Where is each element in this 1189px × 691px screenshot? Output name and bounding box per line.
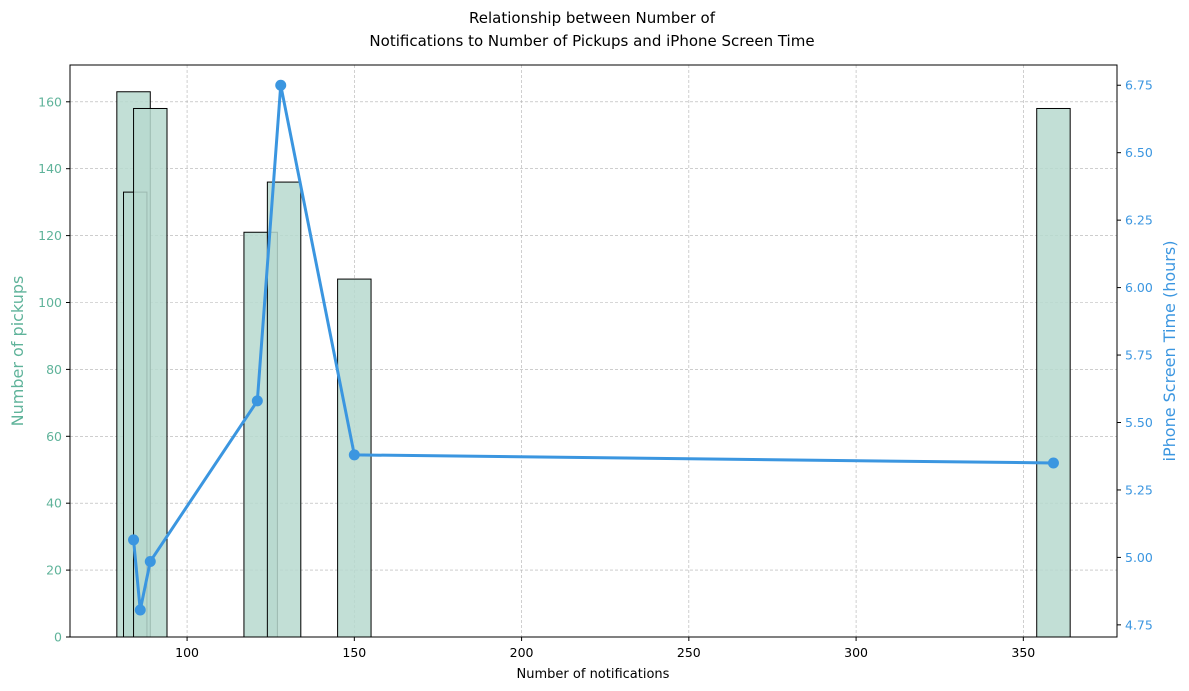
histogram-bar: [1036, 107, 1071, 638]
y-left-axis-ticks: 0 20 40 60 80 100 120 140 160: [38, 94, 70, 645]
x-tick-label: 100: [175, 645, 199, 660]
y-right-tick-label: 5.00: [1125, 550, 1153, 565]
y-left-tick-label: 20: [46, 563, 62, 578]
y-right-tick-label: 4.75: [1125, 617, 1153, 632]
y-left-tick-label: 160: [38, 94, 62, 109]
y-right-tick-label: 6.25: [1125, 213, 1153, 228]
chart-title-line-1: Relationship between Number of: [469, 9, 716, 27]
screen-time-line: [128, 79, 1059, 616]
y-left-axis-label: Number of pickups: [8, 276, 27, 427]
screen-time-point: [144, 555, 156, 567]
y-right-tick-label: 6.50: [1125, 145, 1153, 160]
x-tick-label: 250: [677, 645, 701, 660]
y-right-axis-ticks: 4.75 5.00 5.25 5.50 5.75 6.00 6.25 6.50 6.75: [1117, 78, 1153, 632]
y-left-tick-label: 80: [46, 362, 62, 377]
x-tick-label: 300: [844, 645, 868, 660]
y-left-tick-label: 100: [38, 295, 62, 310]
screen-time-point: [251, 395, 263, 407]
plot-frame: [69, 64, 1118, 638]
y-right-tick-label: 6.00: [1125, 280, 1153, 295]
grid: [70, 65, 1117, 638]
histogram-bar: [133, 107, 168, 638]
screen-time-point: [275, 79, 287, 91]
y-left-tick-label: 40: [46, 496, 62, 511]
y-right-tick-label: 5.75: [1125, 348, 1153, 363]
y-right-tick-label: 5.25: [1125, 482, 1153, 497]
y-right-axis-label: iPhone Screen Time (hours): [1160, 241, 1179, 462]
y-right-tick-label: 5.50: [1125, 415, 1153, 430]
screen-time-point: [1047, 457, 1059, 469]
histogram-bars: [116, 91, 1071, 638]
y-left-tick-label: 120: [38, 228, 62, 243]
y-left-tick-label: 140: [38, 161, 62, 176]
x-tick-label: 200: [510, 645, 534, 660]
histogram-bar: [266, 181, 302, 638]
y-left-tick-label: 0: [54, 630, 62, 645]
screen-time-point: [348, 449, 360, 461]
chart-title-line-2: Notifications to Number of Pickups and i…: [369, 32, 814, 50]
x-tick-label: 150: [342, 645, 366, 660]
x-tick-label: 350: [1011, 645, 1035, 660]
x-axis-ticks: 100 150 200 250 300 350: [175, 637, 1035, 660]
y-left-tick-label: 60: [46, 429, 62, 444]
screen-time-point: [128, 534, 140, 546]
screen-time-point: [134, 604, 146, 616]
x-axis-label: Number of notifications: [517, 667, 670, 682]
y-right-tick-label: 6.75: [1125, 78, 1153, 93]
